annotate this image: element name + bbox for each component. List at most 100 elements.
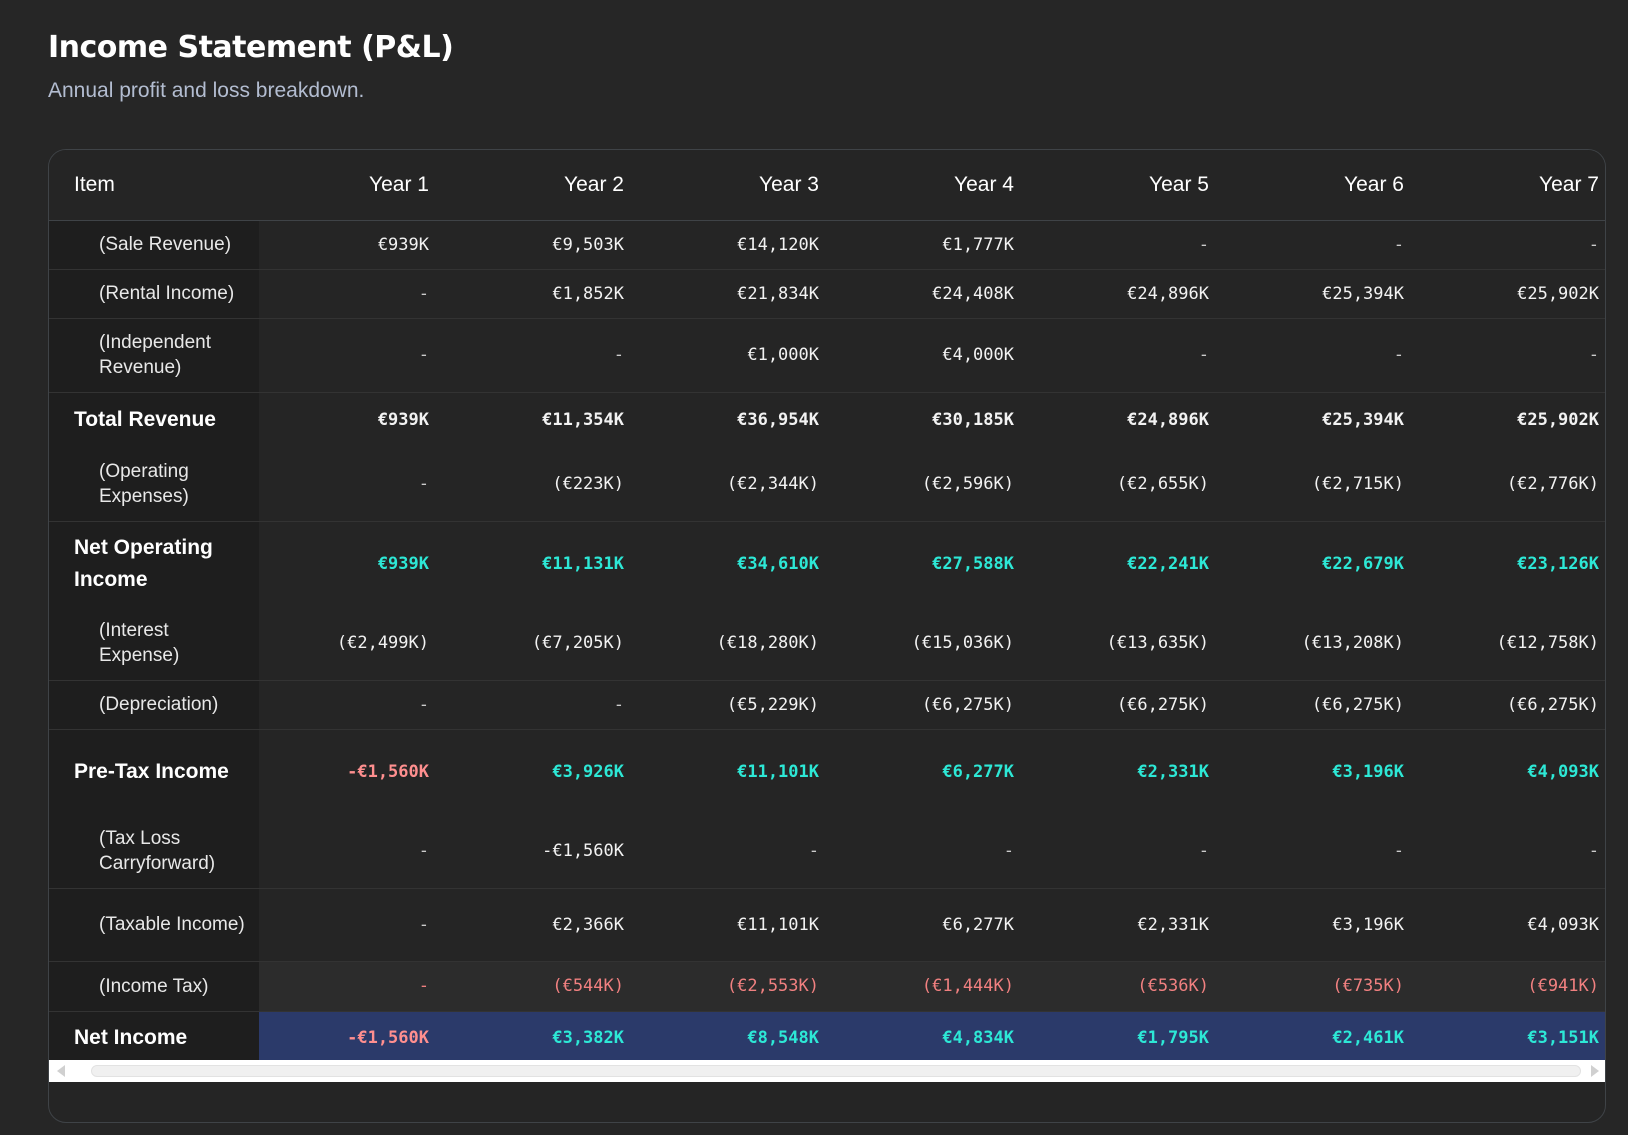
cell-value: €11,101K [737,762,819,783]
column-header-item: Item [49,150,259,221]
cell-value: (€12,758K) [1429,607,1605,681]
table-row: (Rental Income) - €1,852K €21,834K €24,408K €… [49,269,1605,319]
cell-value: (€13,208K) [1234,607,1429,681]
cell-value: - [1429,318,1605,393]
cell-value: -€1,560K [454,815,649,889]
cell-value: (€2,776K) [1429,448,1605,522]
row-label: (Depreciation) [49,680,259,730]
cell-value: - [259,269,454,319]
cell-value: (€2,553K) [649,961,844,1012]
cell-value: (€2,596K) [844,448,1039,522]
cell-value: (€5,229K) [649,680,844,730]
cell-value: -€1,560K [259,1011,454,1065]
cell-value: (€2,499K) [259,607,454,681]
scroll-right-arrow-icon[interactable] [1591,1065,1599,1077]
table-row: (Operating Expenses) - (€223K) (€2,344K) (€2… [49,448,1605,522]
cell-value: (€544K) [454,961,649,1012]
table-row: Net Income -€1,560K €3,382K €8,548K €4,834K €… [49,1011,1605,1065]
table-row: (Tax Loss Carryforward) - -€1,560K - - - - - [49,815,1605,889]
cell-value: (€2,715K) [1234,448,1429,522]
cell-value: €14,120K [649,220,844,270]
cell-value: - [1234,815,1429,889]
cell-value: €4,093K [1527,762,1599,783]
column-header-year-3: Year 3 [649,150,844,221]
cell-value: - [259,815,454,889]
cell-value: €2,366K [454,888,649,962]
page-title: Income Statement (P&L) [48,30,454,65]
cell-value: €6,277K [942,762,1014,783]
cell-value: €1,777K [844,220,1039,270]
table-row: Pre-Tax Income -€1,560K €3,926K €11,101K €6,… [49,729,1605,815]
cell-value: (€6,275K) [844,680,1039,730]
cell-value: €1,852K [454,269,649,319]
cell-value: (€15,036K) [844,607,1039,681]
cell-value: (€7,205K) [454,607,649,681]
table-header-row: Item Year 1 Year 2 Year 3 Year 4 Year 5 Year 6… [49,150,1605,221]
cell-value: €11,354K [542,410,624,431]
cell-value: €22,241K [1127,554,1209,575]
cell-value: (€6,275K) [1234,680,1429,730]
table-row: (Depreciation) - - (€5,229K) (€6,275K) (€6,27… [49,680,1605,730]
table-row: Net Operating Income €939K €11,131K €34,610… [49,521,1605,607]
cell-value: - [1234,220,1429,270]
column-header-year-1: Year 1 [259,150,454,221]
row-label: Net Operating Income [49,521,259,607]
cell-value: - [1039,220,1234,270]
cell-value: €1,795K [1039,1011,1234,1065]
cell-value: (€6,275K) [1039,680,1234,730]
cell-value: (€735K) [1234,961,1429,1012]
cell-value: €6,277K [844,888,1039,962]
table-row: (Income Tax) - (€544K) (€2,553K) (€1,444K) (€… [49,961,1605,1012]
cell-value: €3,151K [1429,1011,1605,1065]
row-label: (Operating Expenses) [49,448,259,522]
cell-value: (€223K) [454,448,649,522]
cell-value: (€2,655K) [1039,448,1234,522]
cell-value: €4,093K [1429,888,1605,962]
cell-value: €939K [377,554,429,575]
row-label: (Rental Income) [49,269,259,319]
cell-value: €2,461K [1234,1011,1429,1065]
column-header-year-2: Year 2 [454,150,649,221]
table-row: (Taxable Income) - €2,366K €11,101K €6,277K €… [49,888,1605,962]
income-statement-table: Item Year 1 Year 2 Year 3 Year 4 Year 5 Year 6… [49,150,1605,1065]
cell-value: €8,548K [649,1011,844,1065]
table-row: (Sale Revenue) €939K €9,503K €14,120K €1,777… [49,220,1605,270]
cell-value: - [1429,220,1605,270]
cell-value: €30,185K [932,410,1014,431]
cell-value: €25,394K [1234,269,1429,319]
cell-value: €21,834K [649,269,844,319]
row-label: (Independent Revenue) [49,318,259,393]
cell-value: - [259,448,454,522]
income-statement-table-card: Item Year 1 Year 2 Year 3 Year 4 Year 5 Year 6… [48,149,1606,1123]
horizontal-scrollbar[interactable] [49,1060,1605,1082]
column-header-year-7: Year 7 [1429,150,1605,221]
cell-value: - [259,888,454,962]
row-label: (Tax Loss Carryforward) [49,815,259,889]
cell-value: €1,000K [649,318,844,393]
row-label: Total Revenue [49,392,259,448]
row-label: (Sale Revenue) [49,220,259,270]
cell-value: €11,101K [649,888,844,962]
cell-value: €25,902K [1517,410,1599,431]
table-body: (Sale Revenue) €939K €9,503K €14,120K €1,777… [49,220,1605,1065]
cell-value: €24,408K [844,269,1039,319]
cell-value: €4,000K [844,318,1039,393]
cell-value: (€1,444K) [844,961,1039,1012]
cell-value: €3,382K [454,1011,649,1065]
cell-value: - [259,318,454,393]
table-row: Total Revenue €939K €11,354K €36,954K €30,18… [49,392,1605,448]
cell-value: (€6,275K) [1429,680,1605,730]
cell-value: €3,196K [1234,888,1429,962]
cell-value: €25,902K [1429,269,1605,319]
cell-value: €27,588K [932,554,1014,575]
cell-value: €25,394K [1322,410,1404,431]
scroll-left-arrow-icon[interactable] [57,1065,65,1077]
cell-value: -€1,560K [347,762,429,783]
cell-value: €24,896K [1127,410,1209,431]
cell-value: €2,331K [1137,762,1209,783]
cell-value: €3,196K [1332,762,1404,783]
row-label: Pre-Tax Income [49,729,259,815]
scrollbar-thumb[interactable] [91,1065,1581,1077]
cell-value: €34,610K [737,554,819,575]
cell-value: €22,679K [1322,554,1404,575]
